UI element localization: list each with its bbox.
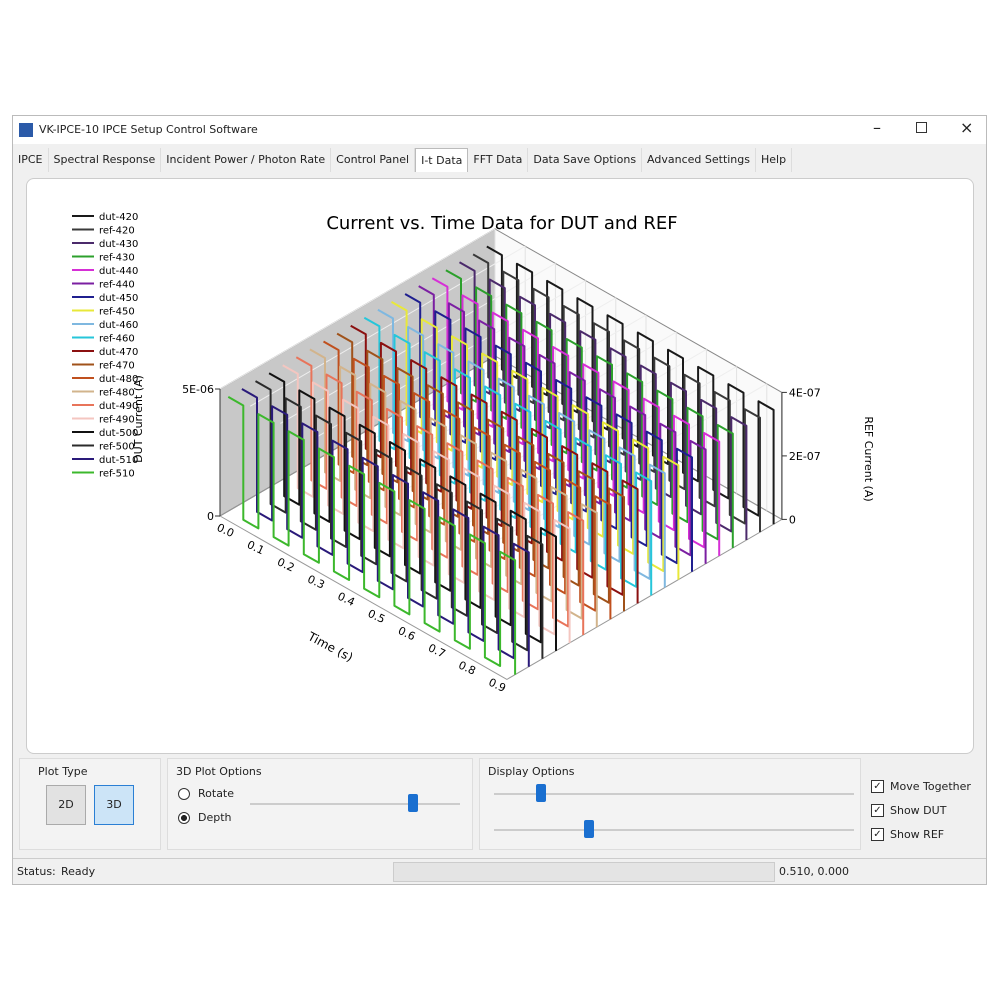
radio-button[interactable] <box>178 811 190 824</box>
series-line <box>241 388 530 667</box>
legend-label: ref-500 <box>99 442 135 453</box>
legend-label: dut-420 <box>99 212 138 223</box>
chart-title: Current vs. Time Data for DUT and REF <box>326 213 677 234</box>
series-line <box>255 380 544 659</box>
y2-tick-label: 0 <box>789 513 796 526</box>
legend-label: ref-440 <box>99 280 135 291</box>
checkbox-label: Move Together <box>890 779 971 793</box>
checkbox-label: Show REF <box>890 827 945 841</box>
y-axis-label: DUT Current (A) <box>132 375 145 463</box>
legend-label: ref-470 <box>99 361 135 372</box>
app-icon <box>19 123 33 137</box>
title-bar: VK-IPCE-10 IPCE Setup Control Software –… <box>13 116 986 144</box>
series-line <box>227 396 517 675</box>
status-coords: 0.510, 0.000 <box>779 865 849 878</box>
window-title: VK-IPCE-10 IPCE Setup Control Software <box>39 123 258 136</box>
window: VK-IPCE-10 IPCE Setup Control Software –… <box>12 115 987 885</box>
checkbox[interactable]: ✓ <box>871 827 884 841</box>
legend-label: ref-450 <box>99 307 135 318</box>
checkbox[interactable]: ✓ <box>871 779 884 793</box>
display-options-group: Display Options <box>479 758 861 850</box>
y2-tick-label: 2E-07 <box>789 450 821 463</box>
slider-thumb[interactable] <box>408 794 418 812</box>
slider-thumb[interactable] <box>584 820 594 838</box>
maximize-button[interactable] <box>916 122 927 133</box>
radio-button[interactable] <box>178 787 190 800</box>
radio-option[interactable]: Depth <box>178 811 232 824</box>
checkbox-label: Show DUT <box>890 803 947 817</box>
tab[interactable]: Data Save Options <box>528 148 643 172</box>
slider-track <box>494 829 854 831</box>
legend-label: dut-460 <box>99 320 138 331</box>
y2-tick-label: 4E-07 <box>789 386 821 399</box>
legend-label: dut-480 <box>99 374 138 385</box>
legend-label: ref-460 <box>99 334 135 345</box>
chart-panel: 0.0 0.1 0.2 0.3 0.4 0.5 0.6 0.7 0.8 0.9 Time (s) 0 5… <box>26 178 974 754</box>
y-tick-label: 0 <box>207 510 214 523</box>
legend-label: dut-510 <box>99 455 138 466</box>
plot-type-button[interactable]: 3D <box>94 785 134 825</box>
group-title: 3D Plot Options <box>176 765 262 778</box>
group-title: Display Options <box>488 765 575 778</box>
plot-options-group: 3D Plot Options Rotate Depth <box>167 758 473 850</box>
status-label: Status: <box>17 865 56 878</box>
y2-axis-label: REF Current (A) <box>862 416 875 501</box>
status-text: Ready <box>61 865 96 878</box>
grid-line <box>249 245 526 407</box>
slider-track <box>250 803 460 805</box>
legend-label: dut-450 <box>99 293 138 304</box>
radio-option[interactable]: Rotate <box>178 787 234 800</box>
legend-label: ref-490 <box>99 415 135 426</box>
checkbox-option[interactable]: ✓ Show DUT <box>871 798 971 822</box>
tab[interactable]: Help <box>756 148 793 172</box>
tab-bar: IPCE Spectral Response Incident Power / Ph… <box>13 148 793 172</box>
legend-label: ref-430 <box>99 253 135 264</box>
legend-label: dut-500 <box>99 428 138 439</box>
slider-track <box>494 793 854 795</box>
legend-label: ref-510 <box>99 469 135 480</box>
checkbox-option[interactable]: ✓ Move Together <box>871 774 971 798</box>
tab[interactable]: FFT Data <box>468 148 529 172</box>
legend-label: ref-420 <box>99 226 135 237</box>
minimize-button[interactable]: – <box>873 118 881 137</box>
tab[interactable]: I-t Data <box>415 148 469 172</box>
grid-line <box>219 228 496 390</box>
tab[interactable]: Control Panel <box>331 148 416 172</box>
tab[interactable]: IPCE <box>13 148 49 172</box>
legend-label: dut-470 <box>99 347 138 358</box>
plot-type-group: Plot Type 2D 3D <box>19 758 161 850</box>
progress-bar <box>393 862 775 882</box>
plot-type-button[interactable]: 2D <box>46 785 86 825</box>
tab[interactable]: Advanced Settings <box>642 148 756 172</box>
y-tick-label: 5E-06 <box>182 383 214 396</box>
checkbox[interactable]: ✓ <box>871 803 884 817</box>
legend-label: dut-490 <box>99 401 138 412</box>
close-button[interactable]: × <box>960 118 974 137</box>
legend-label: dut-430 <box>99 239 138 250</box>
tab[interactable]: Incident Power / Photon Rate <box>161 148 332 172</box>
radio-label: Rotate <box>198 787 235 800</box>
status-bar: Status: Ready 0.510, 0.000 <box>13 858 986 885</box>
legend-label: dut-440 <box>99 266 138 277</box>
radio-label: Depth <box>198 811 232 824</box>
tab[interactable]: Spectral Response <box>49 148 162 172</box>
checkbox-group: ✓ Move Together ✓ Show DUT ✓ Show REF <box>871 774 971 846</box>
slider-thumb[interactable] <box>536 784 546 802</box>
checkbox-option[interactable]: ✓ Show REF <box>871 822 971 846</box>
group-title: Plot Type <box>38 765 88 778</box>
legend-label: ref-480 <box>99 388 135 399</box>
x-axis-label: Time (s) <box>305 629 356 665</box>
